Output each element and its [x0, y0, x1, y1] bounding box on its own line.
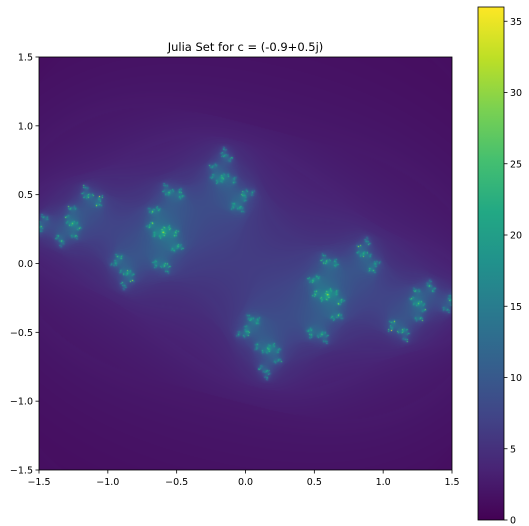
plot-area: [38, 56, 453, 471]
colorbar-tick-label: 15: [510, 302, 522, 313]
x-tick-label: 1.5: [444, 477, 459, 488]
y-axis: 1.5 1.0 0.5 0.0 −0.5 −1.0 −1.5: [10, 53, 39, 477]
colorbar-tick-label: 20: [510, 231, 522, 242]
y-tick-label: 0.5: [18, 190, 33, 201]
y-tick-label: 1.0: [18, 121, 33, 132]
x-tick-label: −1.5: [27, 477, 50, 488]
y-tick-label: −1.5: [10, 466, 33, 477]
y-tick-label: 1.5: [18, 53, 33, 64]
x-axis: −1.5 −1.0 −0.5 0.0 0.5 1.0 1.5: [27, 470, 460, 488]
colorbar-tick-label: 25: [510, 159, 522, 170]
colorbar: 0 5 10 15 20 25 30 35: [477, 6, 522, 526]
x-tick-label: 1.0: [376, 477, 391, 488]
y-tick-label: −1.0: [10, 397, 33, 408]
colorbar-ticks: 0 5 10 15 20 25 30 35: [504, 17, 522, 526]
x-tick-label: −0.5: [165, 477, 188, 488]
julia-heatmap: [39, 57, 452, 470]
colorbar-tick-label: 0: [510, 516, 516, 526]
x-tick-label: −1.0: [96, 477, 119, 488]
colorbar-frame: [477, 6, 505, 521]
colorbar-tick-label: 10: [510, 373, 522, 384]
colorbar-fill: [478, 7, 504, 520]
x-tick-label: 0.0: [238, 477, 253, 488]
colorbar-tick-label: 35: [510, 17, 522, 28]
x-tick-label: 0.5: [307, 477, 322, 488]
colorbar-tick-label: 30: [510, 88, 522, 99]
chart-title: Julia Set for c = (-0.9+0.5j): [167, 40, 324, 54]
y-tick-label: −0.5: [10, 328, 33, 339]
y-tick-label: 0.0: [18, 259, 33, 270]
colorbar-tick-label: 5: [510, 444, 516, 455]
